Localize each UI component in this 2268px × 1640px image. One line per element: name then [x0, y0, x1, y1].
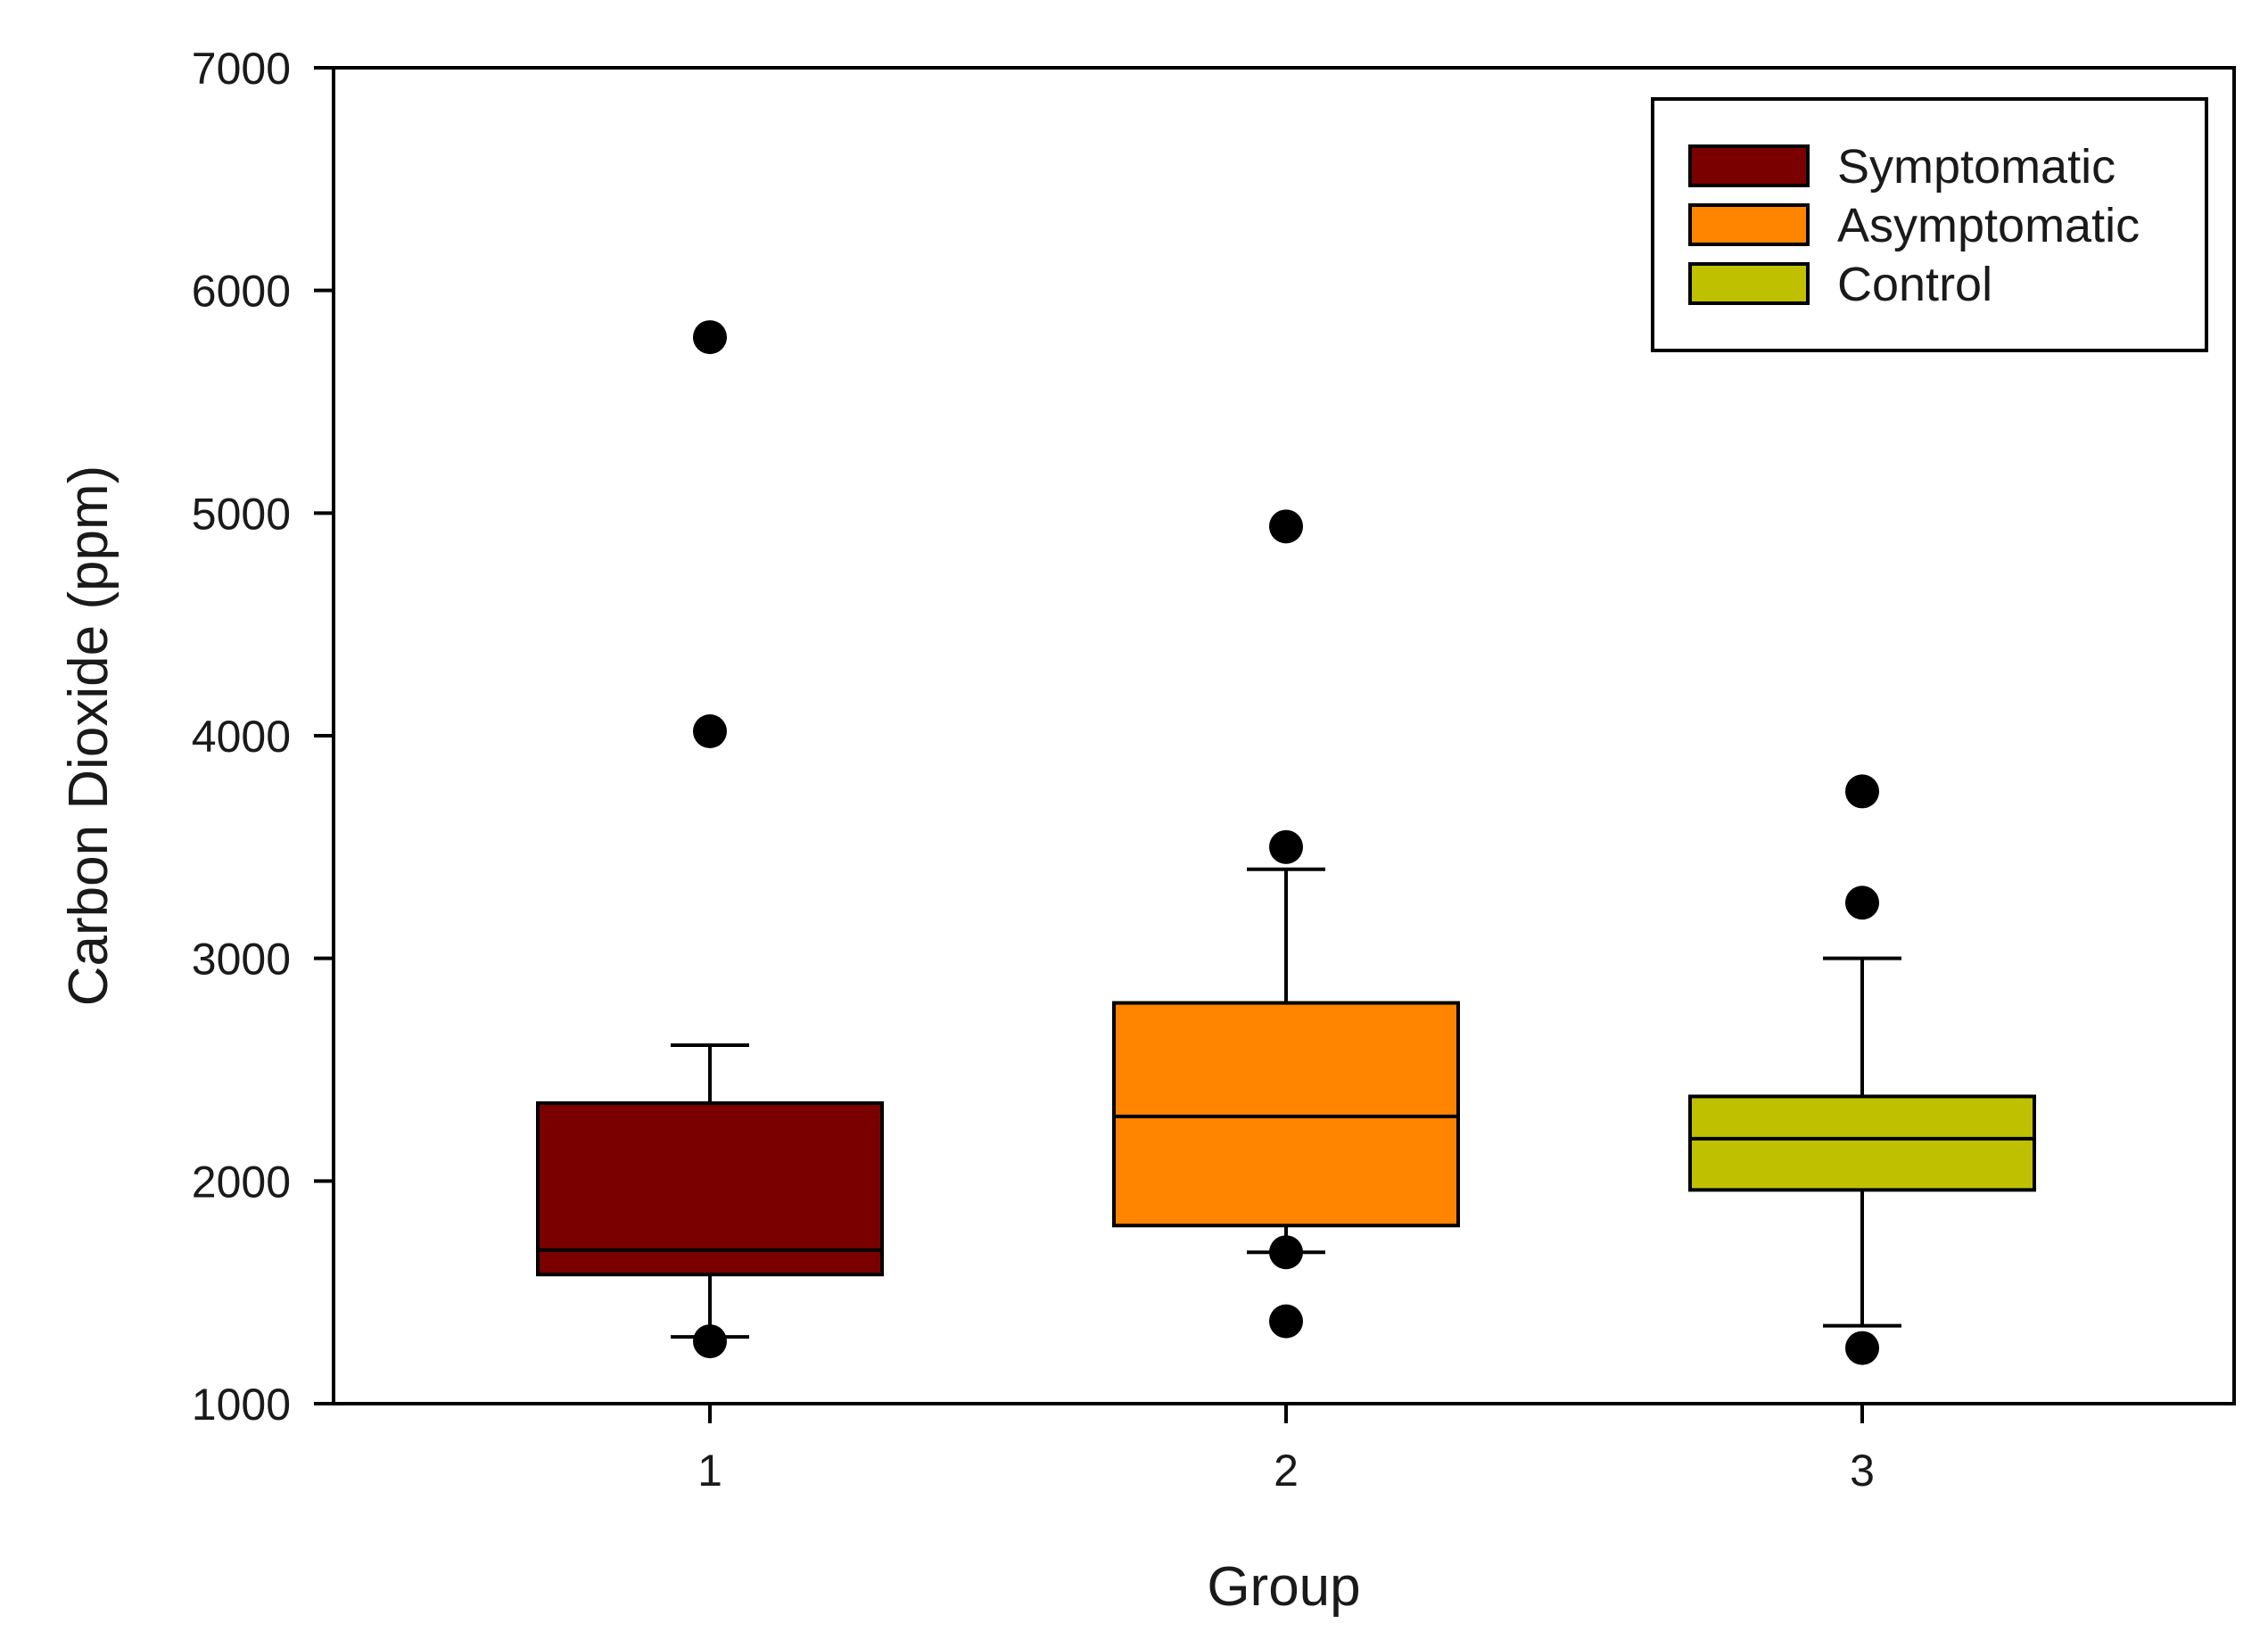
x-tick-label: 2	[1274, 1446, 1299, 1496]
x-tick-label: 1	[697, 1446, 722, 1496]
y-tick-label: 7000	[192, 44, 291, 94]
x-tick-label: 3	[1850, 1446, 1875, 1496]
outlier-point	[1269, 1235, 1303, 1270]
outlier-point	[1269, 829, 1303, 864]
y-tick-label: 5000	[192, 489, 291, 539]
outlier-point	[1845, 1331, 1879, 1365]
legend-swatch-symptomatic	[1688, 144, 1810, 187]
x-axis-title: Group	[1207, 1556, 1360, 1618]
box-group-asymptomatic	[1112, 509, 1460, 1339]
legend-label-symptomatic: Symptomatic	[1837, 140, 2115, 194]
outlier-point	[693, 1324, 727, 1359]
legend-label-control: Control	[1837, 258, 1992, 311]
y-tick-label: 4000	[192, 712, 291, 762]
y-axis-title: Carbon Dioxide (ppm)	[58, 466, 120, 1006]
outlier-point	[693, 320, 727, 355]
outlier-point	[1269, 1304, 1303, 1339]
box-group-symptomatic	[536, 320, 884, 1359]
legend-label-asymptomatic: Asymptomatic	[1837, 199, 2140, 252]
legend-swatch-asymptomatic	[1688, 203, 1810, 246]
y-tick-label: 1000	[192, 1380, 291, 1430]
outlier-point	[1845, 774, 1879, 809]
box-group-control	[1688, 774, 2036, 1365]
box-iqr	[1112, 1001, 1460, 1228]
outlier-point	[1269, 509, 1303, 544]
y-tick-label: 2000	[192, 1157, 291, 1207]
y-tick-label: 3000	[192, 935, 291, 985]
box-iqr	[1688, 1094, 2036, 1192]
y-tick-label: 6000	[192, 267, 291, 317]
outlier-point	[693, 714, 727, 749]
legend-swatch-control	[1688, 262, 1810, 305]
outlier-point	[1845, 886, 1879, 920]
box-iqr	[536, 1100, 884, 1277]
